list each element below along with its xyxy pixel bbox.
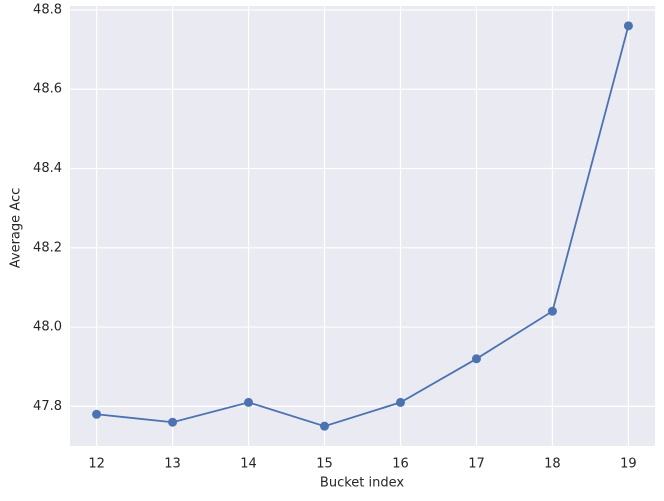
x-tick-label: 14 [240,457,257,472]
x-tick-label: 17 [468,457,485,472]
y-tick-label: 48.4 [33,161,62,176]
point [168,417,178,427]
y-tick-label: 48.6 [33,82,62,97]
y-axis-label: Average Acc [9,188,24,268]
point [92,409,102,419]
y-tick-label: 48.8 [33,2,62,17]
x-tick-label: 12 [88,457,105,472]
plot-area [70,6,655,446]
x-tick-label: 15 [316,457,333,472]
point [244,397,254,407]
x-tick-label: 18 [544,457,561,472]
x-tick-label: 19 [620,457,637,472]
x-tick-label: 16 [392,457,409,472]
point [547,306,557,316]
point [395,397,405,407]
line [96,25,630,428]
x-axis-label: Bucket index [320,476,404,491]
point [623,21,633,31]
point [320,421,330,431]
y-tick-label: 47.8 [33,399,62,414]
point [471,354,481,364]
y-tick-label: 48.0 [33,320,62,335]
x-tick-label: 13 [164,457,181,472]
y-tick-label: 48.2 [33,240,62,255]
